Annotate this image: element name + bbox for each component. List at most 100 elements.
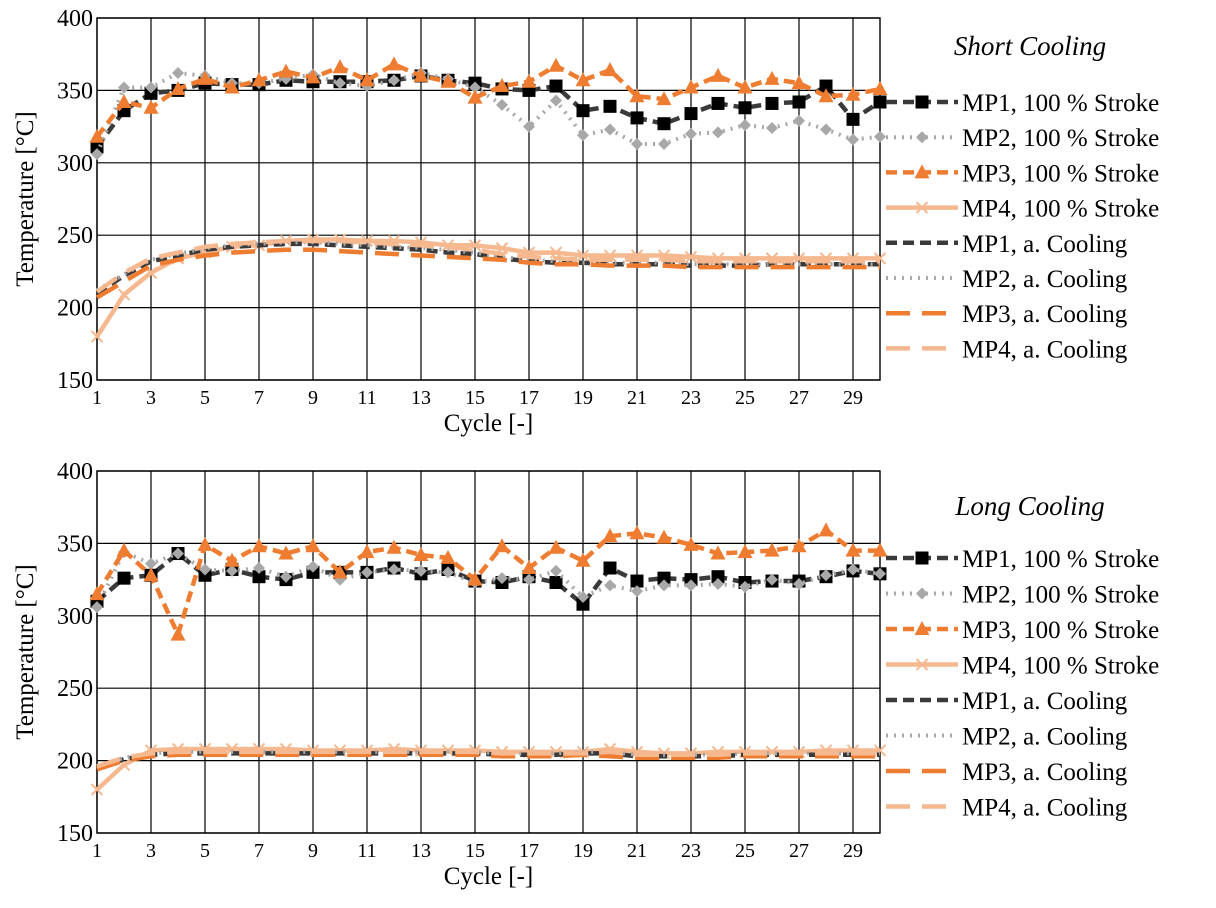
data-point — [494, 538, 510, 553]
data-point — [845, 86, 861, 101]
legend-label: MP3, a. Cooling — [962, 759, 1128, 786]
x-tick-label: 11 — [357, 840, 376, 862]
data-point — [251, 538, 267, 553]
data-point — [89, 128, 105, 143]
data-point — [630, 574, 644, 588]
series-line — [95, 528, 880, 637]
data-point — [116, 542, 132, 557]
data-point — [549, 79, 563, 93]
data-point — [577, 129, 589, 142]
x-tick-label: 11 — [357, 387, 376, 409]
data-point — [576, 249, 590, 262]
legend-label: MP1, a. Cooling — [962, 231, 1128, 258]
data-point — [739, 580, 751, 593]
data-point — [496, 98, 508, 111]
data-point — [820, 123, 832, 136]
data-point — [629, 88, 645, 103]
data-point — [657, 571, 671, 585]
tick-labels: 1 3 5 7 9 11 13 15 17 19 21 23 25 27 29150200250300350… — [57, 6, 863, 409]
data-point — [684, 250, 698, 264]
data-point — [90, 783, 104, 796]
data-point — [575, 72, 591, 87]
series-line — [96, 749, 880, 769]
x-tick-label: 23 — [681, 387, 701, 409]
series-mp3-cooling — [95, 247, 880, 300]
data-point — [766, 122, 778, 135]
grid — [96, 470, 881, 834]
legend-item: MP2, 100 % Stroke — [886, 582, 1159, 609]
data-point — [224, 79, 240, 94]
data-point — [792, 95, 806, 109]
data-point — [549, 246, 563, 259]
data-point — [496, 572, 508, 585]
legend-label: MP4, a. Cooling — [962, 336, 1128, 363]
legend-marker — [916, 587, 928, 600]
x-tick-label: 9 — [308, 840, 318, 862]
legend-item: MP4, a. Cooling — [886, 795, 1128, 822]
y-tick-label: 200 — [57, 749, 93, 775]
x-tick-label: 27 — [789, 387, 809, 409]
data-point — [467, 571, 483, 586]
series-line — [96, 752, 880, 772]
legend-label: MP1, a. Cooling — [962, 688, 1128, 715]
data-point — [820, 569, 832, 582]
data-point — [576, 597, 590, 611]
data-point — [575, 552, 591, 567]
legend-label: MP2, 100 % Stroke — [962, 582, 1159, 609]
legend-item: MP1, a. Cooling — [886, 231, 1128, 258]
x-tick-label: 15 — [465, 840, 485, 862]
x-tick-label: 21 — [627, 840, 647, 862]
y-tick-label: 250 — [57, 676, 93, 702]
legend-label: MP4, a. Cooling — [962, 795, 1128, 822]
data-point — [224, 552, 240, 567]
data-point — [793, 577, 805, 590]
data-point — [359, 544, 375, 559]
y-tick-label: 400 — [57, 459, 93, 485]
data-point — [280, 570, 292, 583]
y-tick-label: 150 — [57, 821, 93, 847]
y-tick-label: 350 — [57, 78, 93, 104]
data-point — [739, 119, 751, 132]
data-point — [550, 94, 562, 107]
data-point — [90, 330, 104, 343]
data-point — [252, 570, 266, 584]
tick-labels: 1 3 5 7 9 11 13 15 17 19 21 23 25 27 29150200250300350… — [57, 459, 863, 862]
data-point — [631, 585, 643, 598]
data-point — [523, 573, 535, 586]
data-point — [684, 107, 698, 121]
legend-item: MP1, 100 % Stroke — [886, 546, 1159, 573]
data-point — [604, 123, 616, 136]
legend-marker — [916, 131, 928, 144]
legend-marker — [915, 95, 929, 109]
plot-frame — [96, 17, 881, 381]
x-tick-label: 19 — [573, 840, 593, 862]
panel-title: Short Cooling — [954, 31, 1106, 61]
y-tick-label: 400 — [57, 6, 93, 32]
x-tick-label: 3 — [146, 387, 156, 409]
y-tick-label: 350 — [57, 531, 93, 557]
data-point — [631, 137, 643, 150]
series-mp3-cooling — [96, 752, 880, 772]
data-point — [657, 117, 671, 131]
legend: MP1, 100 % Stroke MP2, 100 % Stroke MP3, 1… — [886, 90, 1159, 363]
data-point — [386, 56, 402, 71]
data-point — [658, 137, 670, 150]
legend-label: MP4, 100 % Stroke — [962, 653, 1159, 680]
data-point — [197, 70, 213, 85]
data-point — [251, 72, 267, 87]
data-point — [656, 91, 672, 106]
data-point — [656, 529, 672, 544]
data-point — [523, 120, 535, 133]
data-point — [468, 239, 482, 252]
legend-item: MP1, 100 % Stroke — [886, 90, 1159, 117]
data-point — [413, 546, 429, 561]
data-point — [521, 560, 537, 575]
data-point — [143, 99, 159, 114]
data-point — [845, 542, 861, 557]
legend-item: MP3, 100 % Stroke — [886, 617, 1159, 644]
data-point — [548, 57, 564, 72]
data-point — [710, 545, 726, 560]
series-mp3-stroke — [89, 56, 888, 143]
y-axis-label: Temperature [°C] — [12, 111, 39, 287]
data-point — [361, 566, 373, 579]
